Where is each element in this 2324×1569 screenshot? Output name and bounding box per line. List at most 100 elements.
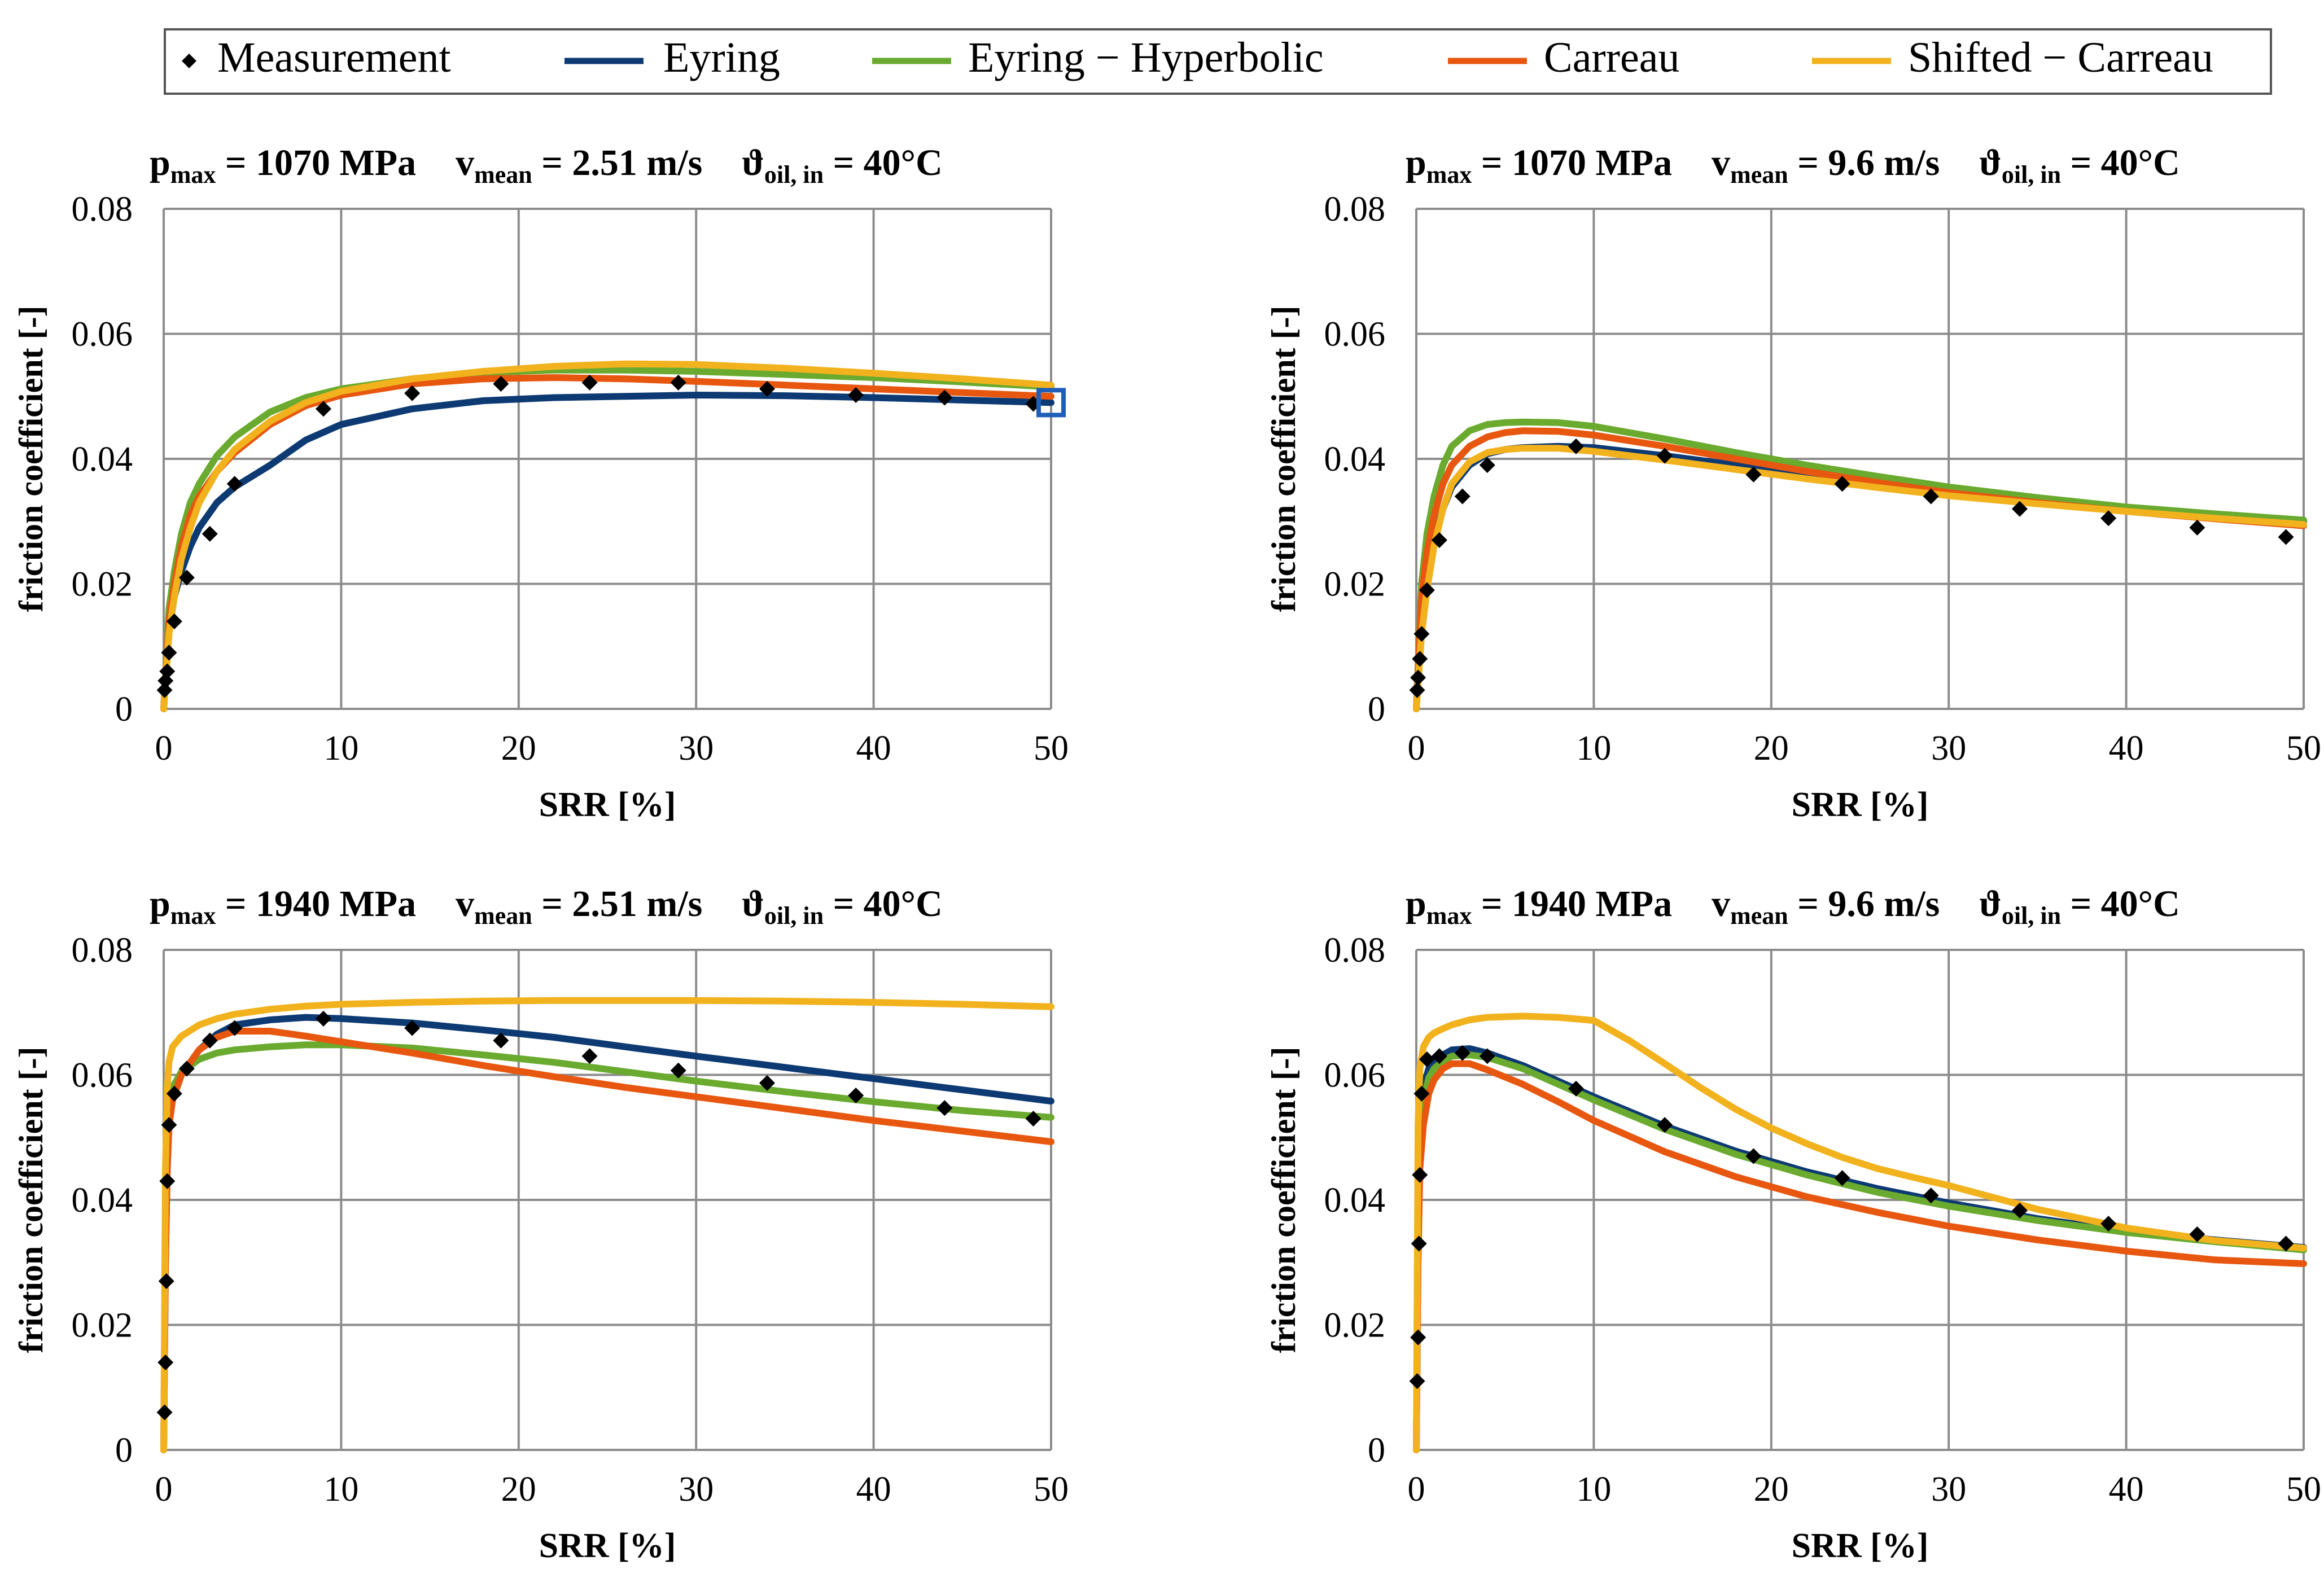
- y-tick-label: 0: [1368, 1431, 1385, 1470]
- measurement-point: [159, 663, 176, 680]
- legend-item-eyring: Eyring: [564, 34, 780, 81]
- series-line-shifted-carreau: [1413, 1013, 2307, 1453]
- measurement-point: [166, 613, 182, 629]
- measurement-point: [161, 645, 177, 661]
- title-theta: ϑ: [742, 883, 764, 924]
- x-tick-label: 20: [1754, 1470, 1789, 1509]
- title-v-sub: mean: [1730, 902, 1788, 930]
- y-tick-label: 0.06: [72, 1057, 133, 1095]
- chart-1: pmax = 1070 MPa vmean = 2.51 m/s ϑoil, in …: [12, 142, 1069, 824]
- y-tick-label: 0.04: [72, 1181, 133, 1220]
- x-tick-label: 10: [1576, 729, 1611, 768]
- measurement-point: [159, 1173, 176, 1189]
- measurement-point: [1923, 1187, 1939, 1204]
- legend-label: Carreau: [1544, 34, 1680, 81]
- x-tick-label: 10: [323, 1470, 358, 1509]
- measurement-point: [226, 1020, 243, 1036]
- chart-title: pmax = 1940 MPa vmean = 9.6 m/s ϑoil, in =…: [1406, 883, 2180, 930]
- title-theta-sub: oil, in: [2002, 902, 2061, 930]
- measurement-point: [759, 1075, 775, 1091]
- y-tick-label: 0: [115, 1431, 133, 1470]
- series-line-eyring-hyperbolic: [1413, 418, 2307, 712]
- title-p-sub: max: [170, 902, 216, 930]
- title-p-sub: max: [1426, 902, 1472, 930]
- chart-title: pmax = 1070 MPa vmean = 2.51 m/s ϑoil, in …: [150, 142, 943, 189]
- measurement-point: [2189, 1226, 2205, 1242]
- chart-3: pmax = 1940 MPa vmean = 2.51 m/s ϑoil, in …: [12, 883, 1069, 1565]
- measurement-point: [1745, 466, 1762, 483]
- chart-4: pmax = 1940 MPa vmean = 9.6 m/s ϑoil, in =…: [1265, 883, 2321, 1565]
- measurement-point: [493, 376, 509, 392]
- title-theta: ϑ: [742, 142, 764, 183]
- measurement-point: [315, 401, 331, 417]
- measurement-point: [1410, 1329, 1426, 1346]
- measurement-point: [1834, 476, 1850, 492]
- title-theta-sub: oil, in: [764, 161, 824, 189]
- x-axis-label: SRR [%]: [539, 1527, 676, 1565]
- title-p-value: = 1070 MPa: [216, 142, 416, 183]
- legend-label: Shifted − Carreau: [1908, 34, 2213, 81]
- x-tick-label: 50: [2286, 729, 2321, 768]
- title-p: p: [1406, 142, 1426, 183]
- measurement-point: [202, 525, 218, 542]
- series-line-shifted-carreau: [160, 360, 1054, 712]
- measurement-point: [1431, 1048, 1447, 1064]
- title-p-value: = 1940 MPa: [1472, 883, 1672, 924]
- x-tick-label: 40: [2109, 729, 2144, 768]
- y-axis-label: friction coefficient [-]: [1265, 305, 1302, 612]
- series-line-shifted-carreau: [160, 997, 1054, 1453]
- title-p-value: = 1070 MPa: [1472, 142, 1672, 183]
- chart-title: pmax = 1940 MPa vmean = 2.51 m/s ϑoil, in …: [150, 883, 943, 930]
- measurement-point: [1745, 1148, 1762, 1164]
- title-v: v: [1712, 883, 1730, 924]
- measurement-point: [936, 1100, 953, 1116]
- title-v: v: [1712, 142, 1730, 183]
- y-tick-label: 0.08: [72, 190, 133, 229]
- y-tick-label: 0.04: [1324, 440, 1386, 479]
- measurement-point: [1431, 532, 1447, 548]
- title-p: p: [150, 883, 170, 924]
- title-v: v: [456, 883, 474, 924]
- measurement-point: [404, 1020, 421, 1036]
- y-tick-label: 0: [115, 690, 133, 729]
- series-line-eyring-hyperbolic: [160, 1041, 1054, 1453]
- x-axis-label: SRR [%]: [1792, 786, 1929, 824]
- title-p: p: [150, 142, 170, 183]
- title-v-value: = 2.51 m/s: [532, 142, 703, 183]
- y-tick-label: 0.02: [72, 1307, 133, 1345]
- x-tick-label: 40: [2109, 1470, 2144, 1509]
- legend-item-measurement: Measurement: [182, 34, 451, 81]
- x-tick-label: 50: [1034, 1470, 1069, 1509]
- title-theta-value: = 40°C: [2061, 142, 2180, 183]
- title-theta-value: = 40°C: [2061, 883, 2180, 924]
- x-tick-label: 10: [1576, 1470, 1611, 1509]
- measurement-point: [2278, 1235, 2294, 1252]
- x-tick-label: 30: [679, 1470, 714, 1509]
- y-tick-label: 0.04: [72, 440, 133, 479]
- series-line-carreau: [160, 374, 1054, 712]
- y-tick-label: 0.02: [72, 566, 133, 604]
- x-tick-label: 20: [1754, 729, 1789, 768]
- x-tick-label: 20: [501, 1470, 536, 1509]
- measurement-point: [1454, 1045, 1470, 1061]
- measurement-marker-icon: [182, 54, 196, 68]
- legend-label: Eyring − Hyperbolic: [968, 34, 1324, 81]
- measurement-point: [1454, 488, 1470, 505]
- title-v-value: = 9.6 m/s: [1788, 883, 1940, 924]
- measurement-point: [202, 1032, 218, 1049]
- measurement-point: [404, 385, 421, 401]
- title-v-value: = 9.6 m/s: [1788, 142, 1940, 183]
- title-v-sub: mean: [474, 902, 532, 930]
- legend-box: [164, 28, 2272, 95]
- measurement-point: [1412, 1167, 1428, 1183]
- measurement-point: [1419, 1051, 1435, 1067]
- measurement-point: [1412, 651, 1428, 667]
- y-tick-label: 0.04: [1324, 1181, 1386, 1220]
- x-tick-label: 20: [501, 729, 536, 768]
- y-tick-label: 0.08: [72, 931, 133, 970]
- title-v-value: = 2.51 m/s: [532, 883, 703, 924]
- x-tick-label: 40: [856, 729, 891, 768]
- title-v-sub: mean: [1730, 161, 1788, 189]
- y-tick-label: 0.08: [1324, 931, 1386, 970]
